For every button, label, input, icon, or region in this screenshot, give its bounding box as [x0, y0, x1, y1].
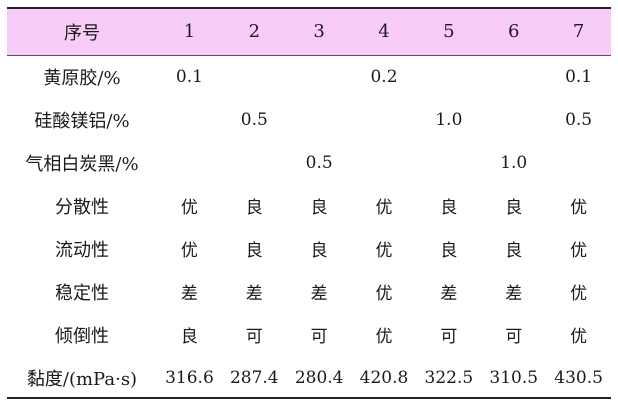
header-cell: 2 [221, 9, 287, 56]
table-row: 流动性 优 良 良 优 良 良 优 [7, 227, 611, 270]
table-cell: 1.0 [435, 109, 463, 130]
table-cell [416, 55, 481, 98]
table-cell: 良 [440, 241, 458, 261]
table-cell: 0.2 [370, 66, 398, 87]
row-label: 稳定性 [55, 282, 109, 304]
table-cell: 良 [245, 241, 263, 261]
table-cell: 287.4 [229, 367, 279, 388]
header-cell: 7 [546, 9, 612, 56]
table-cell [352, 141, 417, 184]
table-cell: 0.5 [305, 152, 333, 173]
table-cell: 优 [570, 198, 588, 218]
table-cell: 差 [180, 284, 198, 304]
table-cell: 良 [180, 327, 198, 347]
table-cell: 优 [570, 241, 588, 261]
table-cell: 良 [310, 198, 328, 218]
table-row: 气相白炭黑/% 0.5 1.0 [7, 141, 611, 184]
table-cell: 420.8 [359, 367, 409, 388]
table-cell: 差 [245, 284, 263, 304]
table-cell: 可 [440, 327, 458, 347]
table-cell [416, 141, 481, 184]
table-cell: 优 [570, 327, 588, 347]
table-cell: 优 [375, 327, 393, 347]
table-row: 黏度/(mPa·s) 316.6 287.4 280.4 420.8 322.5… [7, 356, 611, 399]
row-label: 分散性 [55, 196, 109, 218]
table-cell [157, 141, 222, 184]
table-cell: 良 [310, 241, 328, 261]
table-row: 分散性 优 良 良 优 良 良 优 [7, 184, 611, 227]
table-cell: 良 [245, 198, 263, 218]
row-label: 倾倒性 [55, 325, 109, 347]
table-cell: 优 [180, 198, 198, 218]
table-cell: 280.4 [294, 367, 344, 388]
header-cell: 6 [481, 9, 547, 56]
table-cell: 良 [505, 198, 523, 218]
table-cell: 0.1 [175, 66, 203, 87]
table-cell: 0.5 [565, 109, 593, 130]
table-cell [546, 141, 611, 184]
formulation-table: 序号 1 2 3 4 5 6 7 黄原胶/% 0.1 0.2 0.1 [7, 9, 612, 399]
table-cell: 差 [505, 284, 523, 304]
table-cell: 良 [440, 198, 458, 218]
table-cell: 322.5 [424, 367, 474, 388]
table-cell: 良 [505, 241, 523, 261]
table-cell: 0.5 [240, 109, 268, 130]
header-cell: 5 [416, 9, 482, 56]
table-cell: 316.6 [165, 367, 214, 388]
table-cell: 可 [310, 327, 328, 347]
header-cell: 1 [157, 9, 222, 56]
table-cell: 优 [375, 198, 393, 218]
table-cell: 优 [180, 241, 198, 261]
table-cell: 优 [375, 241, 393, 261]
row-label: 气相白炭黑/% [25, 153, 139, 175]
table-cell: 430.5 [554, 367, 603, 388]
table-cell: 1.0 [500, 152, 528, 173]
table-cell [352, 98, 417, 141]
table-cell [287, 55, 352, 98]
table-header-row: 序号 1 2 3 4 5 6 7 [7, 9, 612, 56]
table-cell [222, 141, 287, 184]
table-cell: 可 [245, 327, 263, 347]
table-cell [222, 55, 287, 98]
row-label: 黏度/(mPa·s) [26, 368, 138, 390]
row-label: 黄原胶/% [43, 67, 121, 89]
table-cell [481, 98, 546, 141]
table-cell: 差 [310, 284, 328, 304]
table-cell: 优 [570, 284, 588, 304]
header-cell: 4 [351, 9, 417, 56]
table-cell [157, 98, 222, 141]
table-cell: 可 [505, 327, 523, 347]
header-cell-index: 序号 [7, 9, 157, 56]
table-cell: 优 [375, 284, 393, 304]
data-table-frame: 序号 1 2 3 4 5 6 7 黄原胶/% 0.1 0.2 0.1 [7, 7, 612, 399]
row-label: 流动性 [55, 239, 109, 261]
table-row: 硅酸镁铝/% 0.5 1.0 0.5 [7, 98, 611, 141]
table-cell [287, 98, 352, 141]
table-cell: 310.5 [489, 367, 539, 388]
table-cell: 差 [440, 284, 458, 304]
header-cell: 3 [286, 9, 352, 56]
row-label: 硅酸镁铝/% [34, 110, 130, 132]
table-row: 倾倒性 良 可 可 优 可 可 优 [7, 313, 611, 356]
table-cell [481, 55, 546, 98]
table-row: 黄原胶/% 0.1 0.2 0.1 [7, 55, 611, 98]
table-cell: 0.1 [565, 66, 593, 87]
table-row: 稳定性 差 差 差 优 差 差 优 [7, 270, 611, 313]
